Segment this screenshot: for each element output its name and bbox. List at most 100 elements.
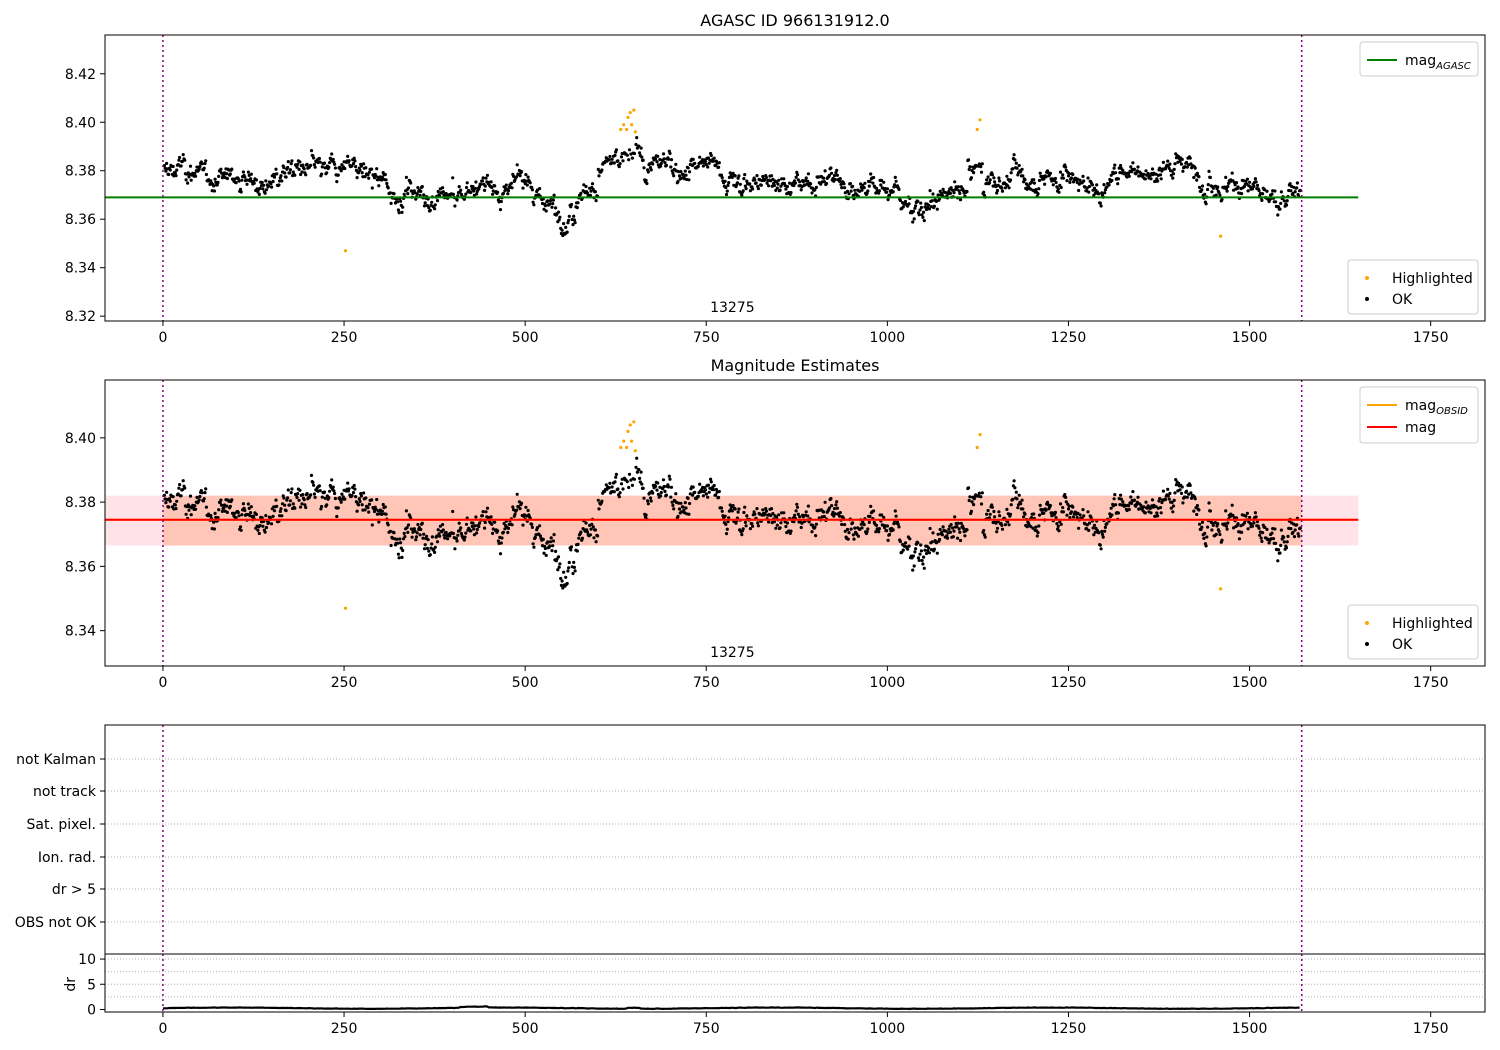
ok-point [614,148,619,152]
ok-point [282,166,286,170]
ok-point [987,181,992,185]
ok-point [546,540,550,544]
ok-point [260,180,264,185]
ok-point [806,172,811,176]
ok-point [264,525,269,530]
ok-point [1284,546,1289,550]
ok-point [246,502,250,506]
ok-point [814,522,819,526]
ok-point [668,151,672,155]
obsid-annotation: 13275 [710,300,755,316]
ok-point [755,507,759,511]
ok-point [289,491,293,495]
ok-point [1265,527,1269,532]
ok-point [740,533,744,537]
ok-point [1295,523,1299,527]
ok-point [330,152,334,156]
ok-point [347,159,351,163]
ok-point [681,172,685,176]
ok-point [556,555,561,559]
x-tick-label: 250 [331,1021,358,1037]
ok-point [907,544,911,548]
ok-point [856,534,861,538]
ok-point [687,178,691,182]
ok-point [843,529,847,533]
ok-point [712,483,716,488]
ok-point [385,181,389,186]
ok-point [219,167,223,171]
ok-point [475,189,479,193]
ok-point [1042,177,1046,181]
ok-point [1043,182,1047,186]
ok-point [576,542,580,547]
ok-point [351,491,356,495]
ok-point [901,205,905,209]
ok-point [1166,494,1170,498]
ok-point [524,505,528,509]
ok-point [350,494,354,498]
ok-point [380,178,384,182]
ok-point [1098,201,1102,205]
ok-point [679,501,683,505]
highlighted-point [978,433,982,437]
ok-point [1129,501,1134,505]
ok-point [922,219,926,223]
ok-point [866,527,870,531]
ok-point [325,503,329,507]
ok-point [1103,525,1107,530]
ok-point [930,540,934,544]
ok-point [798,515,802,519]
ok-point [1114,503,1118,507]
ok-point [651,491,655,495]
ok-point [496,539,500,543]
ok-point [204,505,208,509]
ok-point [173,171,177,175]
x-tick-label: 1750 [1413,675,1449,691]
ok-point [178,155,182,160]
ok-point [372,509,377,514]
ok-point [912,564,916,568]
ok-point [335,514,339,519]
ok-point [1245,177,1249,181]
ok-point [712,156,716,160]
flag-label: not Kalman [16,752,96,768]
ok-point [908,537,912,541]
ok-point [304,173,308,177]
ok-point [1278,551,1282,555]
ok-point [607,486,611,490]
highlighted-point [628,111,632,115]
ok-point [567,566,571,570]
ok-point [179,164,183,168]
ok-point [261,524,265,528]
ok-point [1240,530,1244,535]
ok-point [724,522,728,527]
ok-point [748,189,753,193]
ok-point [416,522,420,527]
ok-point [941,525,945,529]
ok-point [748,182,752,186]
ok-point [893,509,897,513]
ok-point [1003,186,1008,190]
ok-point [274,167,278,171]
ok-point [544,553,548,558]
ok-point [1236,185,1240,189]
ok-point [272,509,277,513]
ok-point [542,207,546,211]
ok-point [543,204,548,208]
ok-point [551,544,555,548]
ok-point [301,493,305,497]
ok-point [282,496,286,500]
ok-point [1184,160,1189,165]
ok-point [530,525,535,530]
ok-point [1276,548,1281,552]
ok-point [286,488,290,492]
ok-point [336,506,340,510]
ok-point [400,210,404,214]
ok-point [212,527,216,531]
ok-point [769,507,774,511]
ok-point [463,535,467,539]
ok-point [724,185,728,190]
ok-point [799,188,803,192]
ok-point [352,483,356,488]
ok-point [979,170,984,174]
